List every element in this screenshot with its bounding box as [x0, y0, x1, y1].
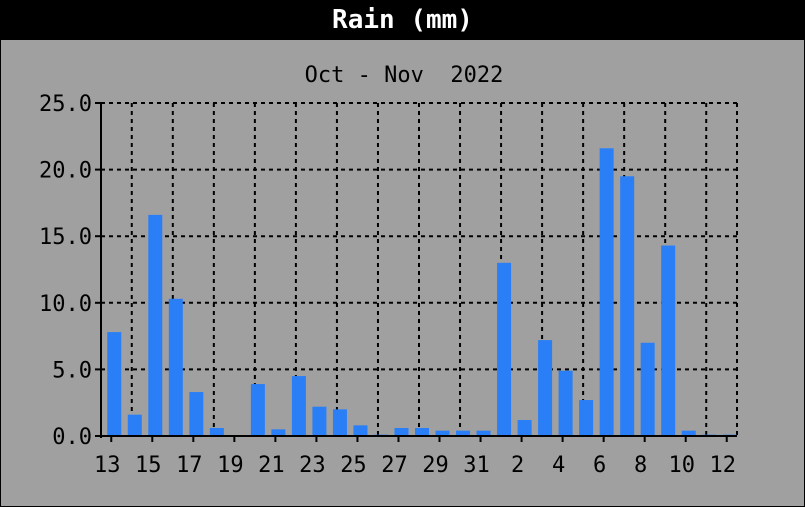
y-tick-label: 25.0 — [39, 92, 92, 117]
x-tick-label: 17 — [176, 453, 203, 478]
bar-15 — [148, 214, 163, 436]
x-tick-label: 2 — [511, 453, 524, 478]
chart-title: Oct - Nov 2022 — [305, 63, 504, 88]
y-tick-label: 5.0 — [52, 358, 92, 383]
y-tick-label: 20.0 — [39, 159, 92, 184]
bar-18 — [209, 428, 224, 436]
y-tick-label: 0.0 — [52, 425, 92, 450]
bar-29 — [435, 430, 450, 436]
bar-24 — [332, 409, 347, 436]
bar-21 — [271, 429, 286, 436]
x-tick-label: 15 — [135, 453, 162, 478]
x-tick-label: 29 — [422, 453, 449, 478]
x-tick-label: 25 — [340, 453, 367, 478]
x-tick-label: 10 — [668, 453, 695, 478]
bar-20 — [250, 384, 265, 436]
bar-3 — [538, 340, 553, 436]
bar-22 — [291, 376, 306, 436]
x-tick-label: 27 — [381, 453, 408, 478]
bar-10 — [681, 430, 696, 436]
bar-5 — [579, 400, 594, 436]
bar-8 — [640, 342, 655, 436]
window-title: Rain (mm) — [0, 0, 805, 40]
bar-2 — [517, 420, 532, 436]
bar-series — [107, 148, 737, 436]
bar-25 — [353, 425, 368, 436]
bar-28 — [415, 428, 429, 436]
bar-17 — [189, 392, 204, 436]
bar-4 — [558, 370, 573, 436]
x-tick-label: 8 — [634, 453, 647, 478]
bar-9 — [661, 245, 676, 436]
axes — [95, 102, 737, 442]
bar-13 — [107, 332, 122, 436]
x-tick-label: 6 — [593, 453, 606, 478]
x-tick-label: 23 — [299, 453, 326, 478]
bar-1 — [497, 262, 512, 436]
x-tick-label: 13 — [94, 453, 121, 478]
bar-30 — [456, 430, 471, 436]
y-tick-label: 10.0 — [39, 292, 92, 317]
bar-23 — [312, 406, 327, 436]
x-tick-label: 21 — [258, 453, 285, 478]
x-axis-tick-labels: 13 15 17 19 21 23 25 27 29 31 2 4 6 8 10 12 — [94, 453, 736, 478]
bar-27 — [394, 428, 409, 436]
y-tick-label: 15.0 — [39, 225, 92, 250]
bar-16 — [168, 298, 183, 436]
x-tick-label: 19 — [217, 453, 244, 478]
x-tick-label: 12 — [709, 453, 736, 478]
x-tick-label: 31 — [463, 453, 490, 478]
bar-6 — [599, 148, 614, 436]
bar-7 — [620, 176, 635, 436]
bar-31 — [476, 430, 491, 436]
x-tick-label: 4 — [552, 453, 565, 478]
y-axis-tick-labels: 0.0 5.0 10.0 15.0 20.0 25.0 — [39, 92, 92, 450]
bar-14 — [127, 414, 142, 436]
